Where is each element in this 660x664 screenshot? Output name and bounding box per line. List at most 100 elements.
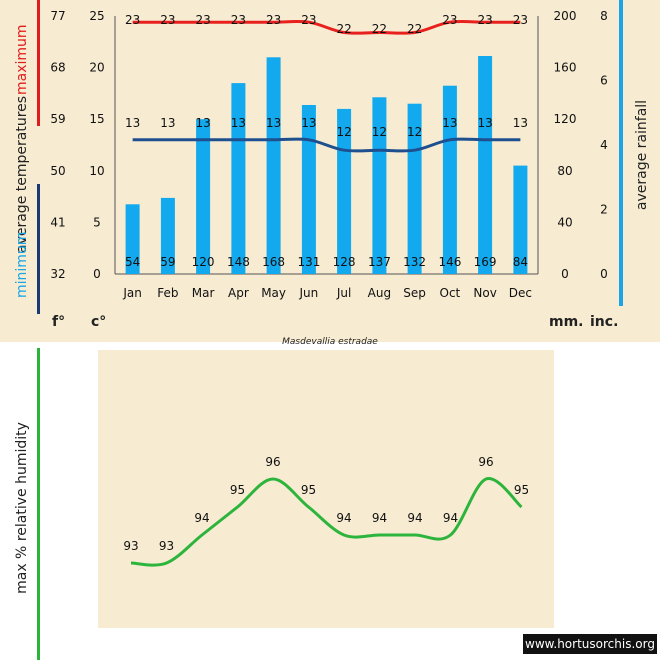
humidity-label-jul: 94 [336, 511, 351, 525]
max-temp-label-mar: 23 [195, 13, 210, 27]
watermark: www.hortusorchis.org [523, 634, 657, 654]
mm-tick-0: 0 [561, 267, 569, 281]
rainfall-value-label-jul: 128 [333, 255, 356, 269]
humidity-axis-label: max % relative humidity [14, 422, 30, 594]
max-temp-label-nov: 23 [477, 13, 492, 27]
celsius-tick-0: 0 [93, 267, 101, 281]
fahrenheit-tick-32: 32 [50, 267, 65, 281]
min-temp-label-dec: 13 [513, 116, 528, 130]
humidity-line [130, 477, 523, 567]
average-rainfall-label: average rainfall [634, 100, 650, 210]
humidity-label-feb: 93 [159, 539, 174, 553]
fahrenheit-tick-50: 50 [50, 164, 65, 178]
fahrenheit-tick-41: 41 [50, 215, 65, 229]
min-temp-label-may: 13 [266, 116, 281, 130]
average-temperatures-label: average temperatures [14, 96, 30, 253]
rainfall-bar-oct [442, 85, 457, 274]
max-temp-label-jul: 22 [336, 22, 351, 36]
min-temp-label-jul: 12 [336, 125, 351, 139]
rainfall-value-label-may: 168 [262, 255, 285, 269]
temperature-rainfall-panel [0, 0, 660, 342]
max-temp-label-feb: 23 [160, 13, 175, 27]
inch-tick-2: 2 [600, 203, 608, 217]
rainfall-bar-jun [301, 105, 316, 274]
humidity-label-may: 96 [265, 455, 280, 469]
rainfall-bar-feb [160, 197, 175, 274]
mm-tick-120: 120 [554, 112, 577, 126]
temperature-lines [132, 19, 521, 153]
humidity-panel [98, 350, 554, 628]
mm-tick-160: 160 [554, 61, 577, 75]
month-label-nov: Nov [473, 286, 496, 300]
rainfall-value-label-apr: 148 [227, 255, 250, 269]
unit-mm-label: mm. [549, 314, 584, 330]
rainfall-bar-apr [231, 83, 246, 274]
humidity-label-sep: 94 [407, 511, 422, 525]
fahrenheit-tick-77: 77 [50, 9, 65, 23]
humidity-indicator-bar [37, 348, 40, 660]
humidity-label-mar: 94 [194, 511, 209, 525]
rainfall-value-label-jan: 54 [125, 255, 140, 269]
minimum-temperature-line [132, 137, 521, 153]
mm-tick-200: 200 [554, 9, 577, 23]
month-label-mar: Mar [192, 286, 215, 300]
min-temp-label-mar: 13 [195, 116, 210, 130]
rainfall-bars [125, 56, 528, 275]
humidity-label-jan: 93 [123, 539, 138, 553]
fahrenheit-tick-59: 59 [50, 112, 65, 126]
max-temp-label-may: 23 [266, 13, 281, 27]
rainfall-bar-aug [372, 97, 387, 274]
max-temp-label-jan: 23 [125, 13, 140, 27]
rainfall-value-label-mar: 120 [192, 255, 215, 269]
mm-tick-80: 80 [557, 164, 572, 178]
month-label-may: May [261, 286, 286, 300]
humidity-chart: 93 93 94 95 96 95 94 94 94 94 96 95 [123, 455, 529, 567]
minimum-label: minimum [14, 232, 30, 298]
humidity-label-jun: 95 [301, 483, 316, 497]
inch-tick-0: 0 [600, 267, 608, 281]
maximum-label: maximum [14, 24, 30, 95]
max-temp-label-sep: 22 [407, 22, 422, 36]
inch-tick-4: 4 [600, 138, 608, 152]
month-label-jul: Jul [336, 286, 351, 300]
rainfall-bar-mar [196, 119, 211, 274]
month-label-aug: Aug [368, 286, 391, 300]
rainfall-value-label-nov: 169 [474, 255, 497, 269]
month-label-sep: Sep [403, 286, 426, 300]
max-temp-label-jun: 23 [301, 13, 316, 27]
month-label-oct: Oct [440, 286, 461, 300]
min-temp-label-jan: 13 [125, 116, 140, 130]
celsius-tick-20: 20 [89, 61, 104, 75]
rainfall-value-label-sep: 132 [403, 255, 426, 269]
month-label-jun: Jun [299, 286, 319, 300]
max-temp-label-dec: 23 [513, 13, 528, 27]
maximum-temperature-line [132, 19, 521, 35]
humidity-label-aug: 94 [372, 511, 387, 525]
rainfall-indicator-bar [619, 0, 623, 306]
rainfall-value-label-aug: 137 [368, 255, 391, 269]
month-label-feb: Feb [157, 286, 178, 300]
rainfall-value-label-jun: 131 [297, 255, 320, 269]
rainfall-value-label-dec: 84 [513, 255, 528, 269]
min-temp-label-sep: 12 [407, 125, 422, 139]
inch-tick-6: 6 [600, 74, 608, 88]
humidity-label-oct: 94 [443, 511, 458, 525]
min-temp-label-aug: 12 [372, 125, 387, 139]
humidity-label-nov: 96 [478, 455, 493, 469]
unit-celsius-label: c° [91, 314, 106, 330]
min-temp-label-oct: 13 [442, 116, 457, 130]
month-label-jan: Jan [122, 286, 142, 300]
min-temp-label-nov: 13 [477, 116, 492, 130]
min-temp-label-feb: 13 [160, 116, 175, 130]
species-caption: Masdevallia estradae [282, 337, 378, 347]
inch-tick-8: 8 [600, 9, 608, 23]
celsius-tick-25: 25 [89, 9, 104, 23]
celsius-tick-5: 5 [93, 215, 101, 229]
minimum-indicator-bar [37, 184, 40, 314]
rainfall-bar-dec [513, 165, 528, 274]
max-temp-label-oct: 23 [442, 13, 457, 27]
rainfall-bar-nov [478, 56, 493, 274]
min-temp-label-jun: 13 [301, 116, 316, 130]
fahrenheit-tick-68: 68 [50, 61, 65, 75]
